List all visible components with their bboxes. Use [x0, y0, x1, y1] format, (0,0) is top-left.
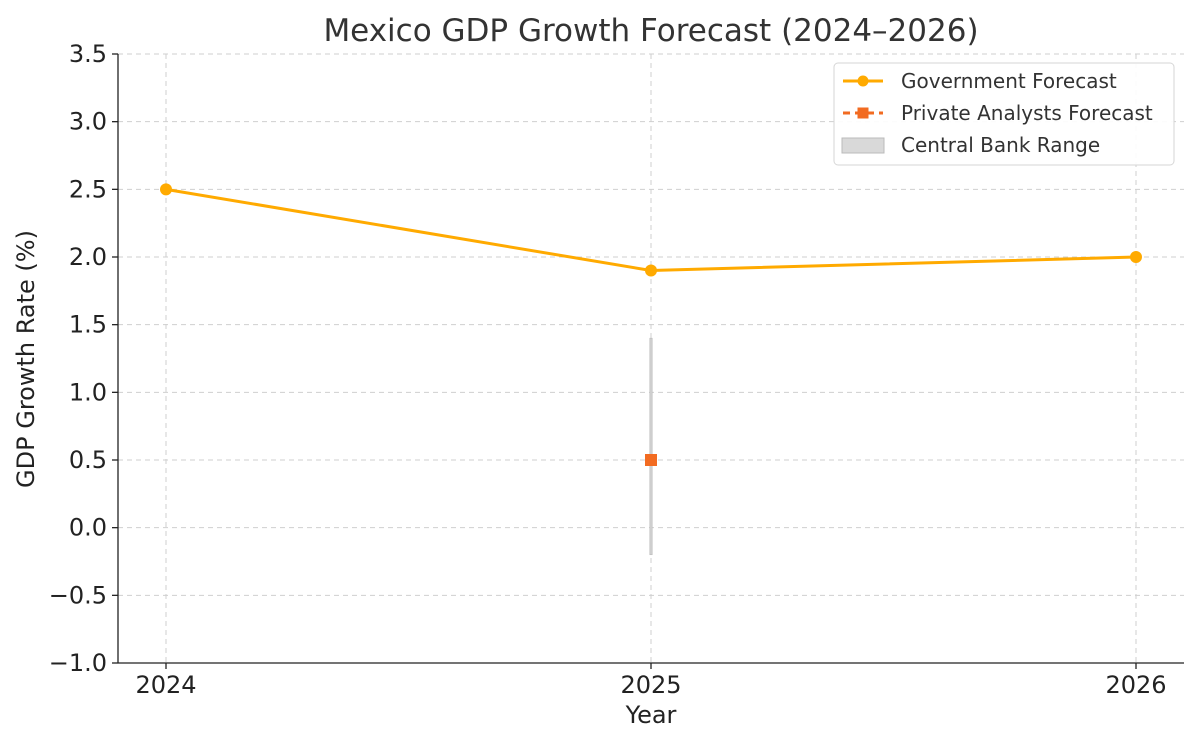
y-tick-label: 2.0 [69, 243, 107, 271]
y-tick-label: 3.0 [69, 108, 107, 136]
y-tick-label: 0.0 [69, 514, 107, 542]
legend: Government Forecast Private Analysts For… [833, 62, 1175, 166]
government-forecast-point-2024 [160, 183, 172, 196]
y-tick-label: −0.5 [49, 581, 107, 609]
x-axis-label: Year [625, 701, 677, 729]
y-tick-label: 1.5 [69, 311, 107, 339]
central-bank-range-layer [649, 337, 653, 556]
y-axis-label: GDP Growth Rate (%) [12, 230, 40, 488]
y-tick-label: 2.5 [69, 175, 107, 203]
x-tick-label-2024: 2024 [135, 671, 196, 699]
x-tick-label-2026: 2026 [1105, 671, 1166, 699]
y-tick-label: 0.5 [69, 446, 107, 474]
y-axis-ticks: −1.0 −0.5 0.0 0.5 1.0 1.5 2.0 2.5 3.0 3.5 [49, 40, 118, 677]
x-tick-label-2025: 2025 [620, 671, 681, 699]
central-bank-range-band [649, 337, 653, 556]
legend-government-marker [857, 75, 869, 87]
x-axis-ticks: 2024 2025 2026 [135, 663, 1167, 699]
legend-central-bank-patch [841, 137, 885, 154]
government-forecast-point-2026 [1130, 251, 1142, 263]
legend-central-bank-label: Central Bank Range [901, 133, 1100, 157]
chart-title: Mexico GDP Growth Forecast (2024–2026) [323, 13, 978, 49]
legend-government-label: Government Forecast [901, 69, 1117, 93]
y-tick-label: 3.5 [69, 40, 107, 68]
legend-frame [833, 62, 1175, 166]
legend-private-label: Private Analysts Forecast [901, 101, 1153, 125]
legend-private-marker [857, 107, 869, 119]
y-tick-label: −1.0 [49, 649, 107, 677]
private-analysts-point-2025 [645, 454, 657, 466]
series-layer [160, 183, 1142, 466]
y-tick-label: 1.0 [69, 378, 107, 406]
government-forecast-point-2025 [645, 264, 657, 277]
